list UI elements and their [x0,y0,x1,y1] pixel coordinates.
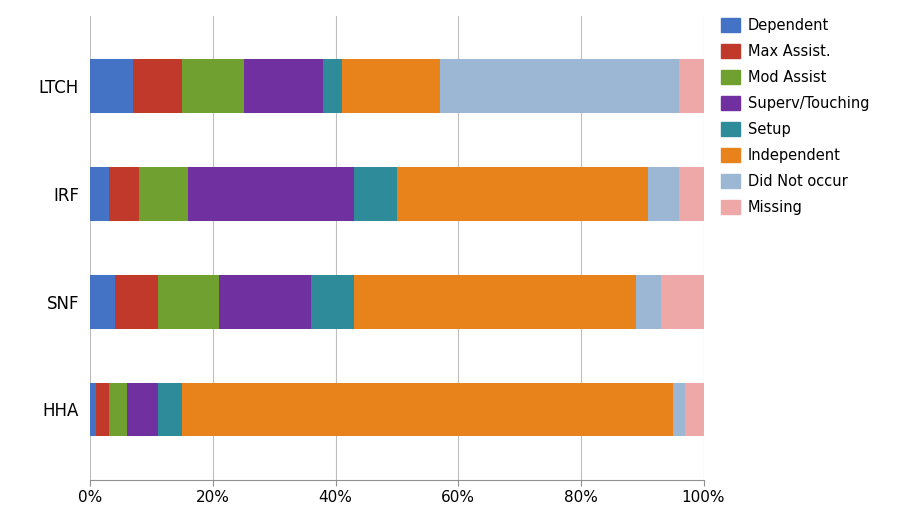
Bar [244,59,323,113]
Bar [139,167,189,221]
Bar [354,167,397,221]
Bar [90,59,133,113]
Bar [133,59,182,113]
Bar [158,383,182,436]
Bar [397,167,649,221]
Bar [90,167,108,221]
Bar [108,167,139,221]
Bar [189,167,354,221]
Bar [97,383,108,436]
Bar [679,167,704,221]
Bar [649,167,679,221]
Bar [127,383,158,436]
Bar [679,59,704,113]
Legend: Dependent, Max Assist., Mod Assist, Superv/Touching, Setup, Independent, Did Not: Dependent, Max Assist., Mod Assist, Supe… [717,14,873,219]
Bar [158,275,219,328]
Bar [182,383,673,436]
Bar [90,383,97,436]
Bar [636,275,660,328]
Bar [311,275,354,328]
Bar [660,275,704,328]
Bar [115,275,158,328]
Bar [182,59,244,113]
Bar [219,275,311,328]
Bar [354,275,636,328]
Bar [686,383,704,436]
Bar [440,59,679,113]
Bar [90,275,115,328]
Bar [342,59,440,113]
Bar [108,383,127,436]
Bar [673,383,686,436]
Bar [323,59,342,113]
